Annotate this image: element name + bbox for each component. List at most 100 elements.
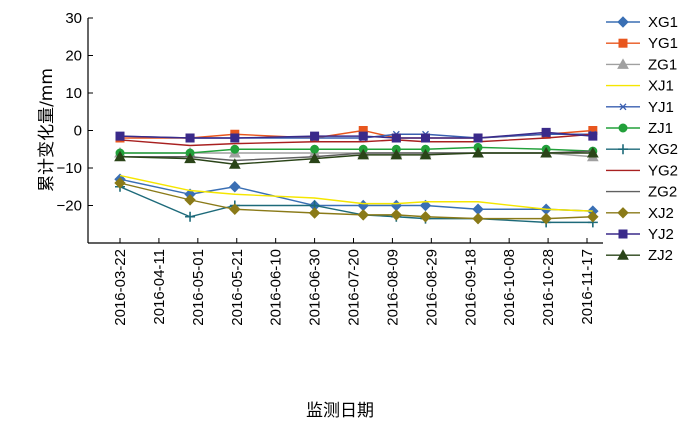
legend-item-yg1: YG1 bbox=[606, 35, 678, 52]
legend-label: ZJ1 bbox=[648, 120, 673, 137]
legend-item-xg1: XG1 bbox=[606, 14, 678, 31]
x-axis-title: 监测日期 bbox=[306, 401, 374, 421]
data-point-xj2 bbox=[229, 203, 241, 215]
legend-label: YJ1 bbox=[648, 99, 674, 116]
series-yg2 bbox=[119, 133, 593, 147]
series-line-xj1 bbox=[119, 174, 593, 212]
legend-marker bbox=[618, 38, 628, 48]
y-tick-label: 0 bbox=[74, 123, 82, 140]
data-point-xj2 bbox=[357, 209, 369, 221]
data-point-yj2 bbox=[310, 131, 320, 141]
data-point-yj2 bbox=[420, 133, 430, 143]
data-point-xj2 bbox=[587, 211, 599, 223]
data-point-xg2 bbox=[185, 211, 196, 222]
series-line-xg2 bbox=[119, 186, 593, 224]
series-xj2 bbox=[114, 177, 599, 225]
y-tick-label: 10 bbox=[65, 85, 82, 102]
data-point-xj2 bbox=[184, 194, 196, 206]
legend-label: YG2 bbox=[648, 162, 678, 179]
legend-label: ZJ2 bbox=[648, 247, 673, 264]
x-tick-label: 2016-07-20 bbox=[346, 249, 363, 326]
data-point-zj2 bbox=[184, 152, 196, 164]
data-point-zj2 bbox=[419, 148, 432, 160]
series-xg1 bbox=[114, 173, 599, 217]
x-tick-label: 2016-09-18 bbox=[462, 249, 479, 326]
series-line-zj1 bbox=[120, 146, 593, 154]
legend-marker bbox=[618, 229, 628, 239]
legend-marker bbox=[618, 144, 628, 155]
x-tick-label: 2016-05-21 bbox=[229, 249, 246, 326]
series-line-xj2 bbox=[119, 182, 593, 220]
data-point-zj2 bbox=[390, 148, 403, 160]
data-point-xj2 bbox=[390, 209, 403, 221]
data-point-zj2 bbox=[586, 146, 599, 158]
data-point-xg1 bbox=[357, 199, 369, 212]
legend-marker bbox=[617, 207, 629, 219]
legend: XG1 YG1 ZG1 XJ1 YJ1 ZJ1 XG2 YG2 ZG2 XJ2 YJ2 ZJ2 bbox=[606, 14, 678, 264]
data-point-yj2 bbox=[230, 133, 240, 143]
legend-item-yj1: YJ1 bbox=[606, 99, 674, 116]
data-point-yj2 bbox=[391, 133, 401, 143]
series-zj2 bbox=[114, 146, 599, 169]
series-line-xg1 bbox=[119, 178, 593, 212]
y-tick-label: 30 bbox=[65, 10, 82, 27]
data-point-xj2 bbox=[308, 207, 321, 219]
data-point-xj2 bbox=[540, 212, 552, 225]
legend-item-yg2: YG2 bbox=[606, 162, 678, 179]
legend-label: XG2 bbox=[648, 141, 678, 158]
y-axis-ticks: 30 20 10 0 −10 −20 bbox=[57, 10, 93, 215]
data-point-yj2 bbox=[185, 133, 195, 143]
x-tick-label: 2016-10-08 bbox=[501, 249, 518, 326]
data-point-zj1 bbox=[310, 144, 320, 154]
x-tick-label: 2016-05-01 bbox=[190, 249, 207, 326]
y-tick-label: −10 bbox=[57, 160, 82, 177]
legend-marker bbox=[618, 123, 628, 133]
y-axis-title: 累计变化量/mm bbox=[37, 68, 57, 192]
x-tick-label: 2016-11-17 bbox=[579, 249, 596, 325]
data-point-zj2 bbox=[540, 146, 552, 158]
series-layer bbox=[114, 126, 599, 228]
legend-item-xj2: XJ2 bbox=[606, 205, 674, 222]
legend-item-yj2: YJ2 bbox=[606, 226, 674, 243]
x-tick-label: 2016-08-09 bbox=[384, 249, 401, 326]
data-point-zj2 bbox=[308, 152, 321, 164]
data-point-yj2 bbox=[588, 131, 598, 141]
legend-label: ZG2 bbox=[648, 184, 677, 201]
x-tick-label: 2016-10-28 bbox=[540, 249, 557, 326]
data-point-xj2 bbox=[419, 211, 432, 223]
series-xg2 bbox=[115, 181, 598, 228]
data-point-zj2 bbox=[357, 148, 370, 160]
series-line-yg2 bbox=[119, 133, 593, 147]
legend-item-xj1: XJ1 bbox=[606, 78, 674, 95]
data-point-zj1 bbox=[230, 144, 240, 154]
data-point-xj2 bbox=[472, 212, 484, 225]
legend-label: YG1 bbox=[648, 35, 678, 52]
data-point-yj2 bbox=[358, 131, 368, 141]
legend-item-xg2: XG2 bbox=[606, 141, 678, 158]
legend-item-zj2: ZJ2 bbox=[606, 247, 673, 264]
legend-label: YJ2 bbox=[648, 226, 674, 243]
data-point-zj2 bbox=[472, 146, 484, 158]
series-line-yj2 bbox=[119, 131, 593, 139]
data-point-yj2 bbox=[541, 127, 551, 137]
data-point-xg1 bbox=[419, 199, 432, 212]
data-point-yj2 bbox=[473, 133, 483, 143]
series-xj1 bbox=[119, 174, 593, 212]
data-point-xg1 bbox=[472, 203, 484, 215]
data-point-xj2 bbox=[114, 177, 126, 189]
x-tick-label: 2016-04-11 bbox=[151, 249, 168, 325]
series-yj2 bbox=[115, 127, 598, 143]
legend-marker bbox=[617, 58, 629, 69]
x-tick-label: 2016-06-10 bbox=[268, 249, 285, 326]
legend-item-zg1: ZG1 bbox=[606, 56, 677, 73]
y-tick-label: 20 bbox=[65, 48, 82, 65]
legend-marker bbox=[617, 16, 629, 28]
series-line-zj2 bbox=[119, 152, 593, 165]
data-point-xg1 bbox=[390, 199, 403, 212]
legend-label: XJ1 bbox=[648, 78, 674, 95]
legend-marker bbox=[619, 103, 627, 111]
x-tick-label: 2016-03-22 bbox=[112, 249, 129, 326]
legend-item-zg2: ZG2 bbox=[606, 184, 677, 201]
y-tick-label: −20 bbox=[57, 198, 82, 215]
data-point-xg1 bbox=[229, 181, 241, 193]
